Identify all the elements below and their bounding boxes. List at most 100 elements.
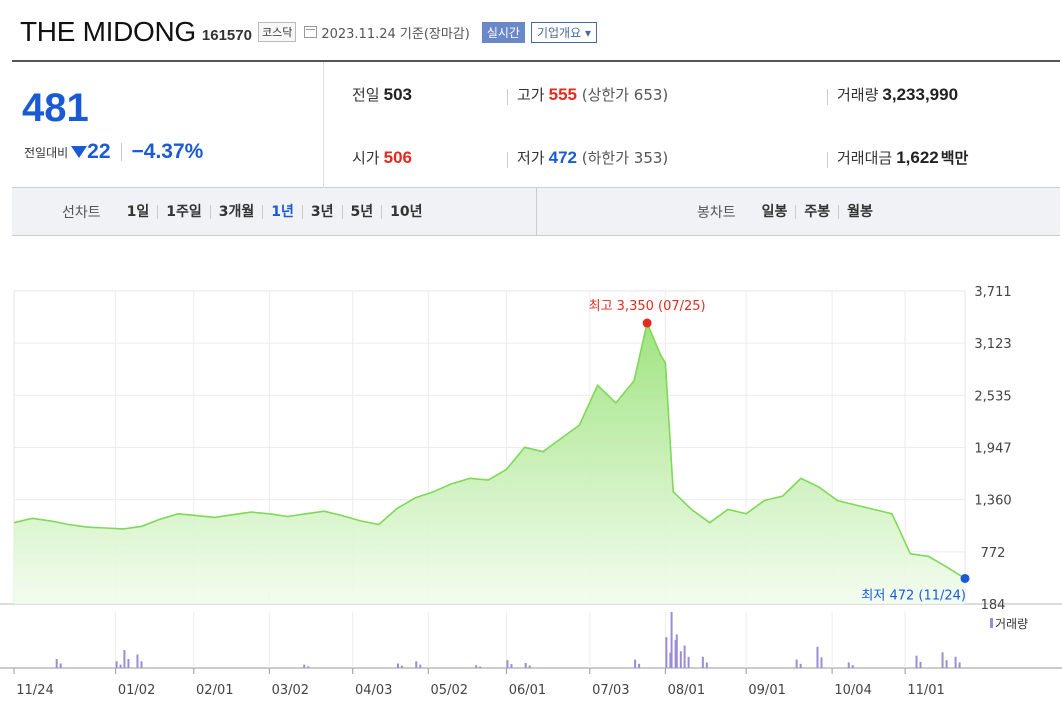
change-label: 전일대비 [24, 145, 69, 160]
volume-bar [55, 659, 58, 668]
tab-line-1[interactable]: 1주일 [158, 205, 211, 219]
prev-close-label: 전일 [352, 86, 380, 104]
volume-bar [419, 664, 422, 668]
trade-value: 거래대금 1,622 백만 [837, 147, 968, 168]
volume-bar [701, 656, 704, 668]
volume-bar [847, 662, 850, 668]
stock-name: THE MIDONG [20, 16, 196, 47]
volume-bar [670, 612, 673, 668]
volume-bar [140, 661, 143, 668]
volume-bar [669, 652, 672, 668]
y-tick-label: 772 [981, 546, 1006, 561]
y-tick-label: 3,711 [974, 285, 1011, 300]
tab-candle-2[interactable]: 월봉 [847, 204, 873, 220]
volume-bar [397, 663, 400, 668]
divider [827, 152, 828, 168]
y-tick-label: 1,947 [974, 442, 1011, 457]
volume-bar [705, 662, 708, 668]
min-label: 최저 472 (11/24) [861, 588, 966, 603]
volume-bar [851, 665, 854, 668]
company-overview-dropdown[interactable]: 기업개요 ▾ [530, 21, 597, 43]
volume-bar [919, 661, 922, 668]
tab-line-4[interactable]: 3년 [303, 205, 343, 219]
lower-limit: (하한가 353) [581, 149, 669, 167]
upper-limit: (상한가 653) [581, 86, 669, 104]
volume-bar [303, 664, 306, 668]
calendar-icon [304, 26, 318, 38]
y-tick-label: 184 [981, 598, 1006, 613]
volume-bar [401, 665, 404, 668]
volume-bar [683, 645, 686, 668]
trade-value-unit: 백만 [940, 150, 969, 167]
open-label: 시가 [352, 149, 380, 167]
max-point [642, 318, 652, 328]
trade-value-value: 1,622 [896, 148, 939, 167]
y-tick-label: 3,123 [974, 337, 1011, 352]
low-label: 저가 [517, 149, 545, 167]
base-date: 2023.11.24 기준(장마감) [321, 26, 470, 42]
x-tick-label: 09/01 [748, 683, 785, 698]
volume-bar [665, 637, 668, 668]
current-price: 481 [22, 86, 89, 130]
tab-line-5[interactable]: 5년 [343, 205, 383, 219]
low-price: 저가 472 (하한가 353) [517, 147, 668, 168]
max-label: 최고 3,350 (07/25) [589, 299, 706, 314]
volume-bar [510, 664, 513, 668]
x-tick-label: 02/01 [196, 683, 233, 698]
x-tick-label: 03/02 [272, 683, 309, 698]
change-row: 전일대비 22 −4.37% [24, 140, 203, 164]
open-value: 506 [383, 148, 412, 167]
current-price-box: 481 전일대비 22 −4.37% [12, 62, 324, 188]
line-chart-label: 선차트 [62, 205, 101, 221]
volume-label: 거래량 [837, 86, 879, 104]
volume-bar [115, 661, 118, 668]
volume-bar [674, 640, 677, 668]
volume-bar [506, 660, 509, 668]
volume-bar [524, 662, 527, 668]
divider [507, 89, 508, 105]
x-tick-label: 07/03 [592, 683, 629, 698]
volume-bar [127, 659, 130, 668]
price-line [13, 320, 966, 580]
volume-value: 3,233,990 [882, 85, 959, 104]
high-value: 555 [548, 85, 577, 104]
y-tick-label: 2,535 [974, 389, 1011, 404]
realtime-button[interactable]: 실시간 [481, 21, 525, 43]
volume-bar [816, 646, 819, 668]
volume-bar [799, 663, 802, 668]
tab-candle-0[interactable]: 일봉 [754, 205, 797, 219]
divider [507, 152, 508, 168]
volume-swatch [990, 618, 993, 628]
price-area [14, 323, 965, 604]
volume-bar [415, 661, 418, 668]
volume-bar [675, 634, 678, 668]
volume-bar [945, 660, 948, 668]
tab-line-3[interactable]: 1년 [263, 205, 303, 219]
high-label: 고가 [517, 86, 545, 104]
volume-bar [307, 666, 310, 668]
x-tick-label: 11/01 [907, 683, 944, 698]
change-amount: 22 [87, 140, 111, 163]
open-price: 시가 506 [352, 147, 412, 168]
x-tick-label: 05/02 [431, 683, 468, 698]
tab-line-2[interactable]: 3개월 [211, 205, 264, 219]
tab-line-0[interactable]: 1일 [119, 205, 159, 219]
volume-bar [136, 654, 139, 668]
low-value: 472 [548, 148, 577, 167]
volume-bar [915, 655, 918, 668]
volume-bar [941, 652, 944, 668]
volume-legend-label: 거래량 [995, 617, 1029, 631]
volume-bar [475, 665, 478, 668]
volume-bar [687, 656, 690, 668]
high-price: 고가 555 (상한가 653) [517, 84, 668, 105]
candle-chart-tabs: 봉차트 일봉 주봉 월봉 [697, 188, 881, 236]
x-tick-label: 08/01 [668, 683, 705, 698]
volume-bar [634, 659, 637, 668]
tab-candle-1[interactable]: 주봉 [796, 205, 840, 219]
x-tick-label: 10/04 [834, 683, 871, 698]
divider [827, 89, 828, 105]
y-tick-label: 1,360 [974, 494, 1011, 509]
volume-bar [958, 662, 961, 668]
tab-line-6[interactable]: 10년 [390, 204, 423, 220]
